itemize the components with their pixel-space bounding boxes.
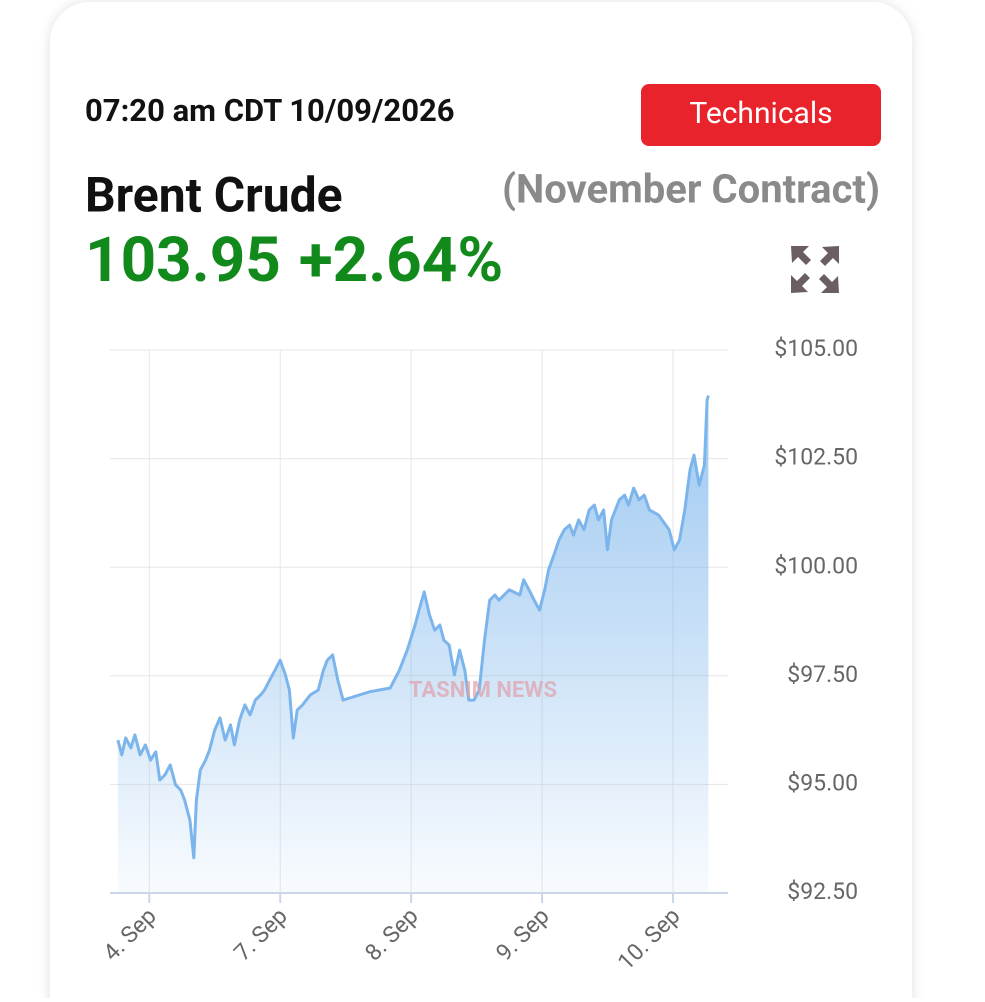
watermark: TASNIM NEWS bbox=[409, 678, 557, 703]
y-tick-label: $92.50 bbox=[787, 878, 858, 905]
instrument: Brent Crude bbox=[85, 167, 343, 224]
y-tick-label: $102.50 bbox=[774, 444, 858, 471]
change: +2.64% bbox=[299, 224, 503, 297]
price-line: 103.95 +2.64% bbox=[85, 224, 503, 297]
contract: (November Contract) bbox=[502, 166, 880, 213]
y-tick-label: $97.50 bbox=[787, 661, 858, 688]
y-tick-label: $105.00 bbox=[774, 335, 858, 362]
area-fill bbox=[117, 395, 709, 893]
timestamp: 07:20 am CDT 10/09/2026 bbox=[85, 92, 455, 129]
y-tick-label: $95.00 bbox=[787, 769, 858, 796]
technicals-button[interactable] bbox=[641, 84, 881, 146]
expand-glyph[interactable] bbox=[791, 246, 839, 293]
expand-icon[interactable] bbox=[791, 246, 839, 293]
price: 103.95 bbox=[85, 224, 281, 297]
price-line bbox=[116, 395, 710, 860]
technicals-label[interactable]: Technicals bbox=[689, 96, 832, 131]
y-tick-label: $100.00 bbox=[774, 552, 858, 579]
